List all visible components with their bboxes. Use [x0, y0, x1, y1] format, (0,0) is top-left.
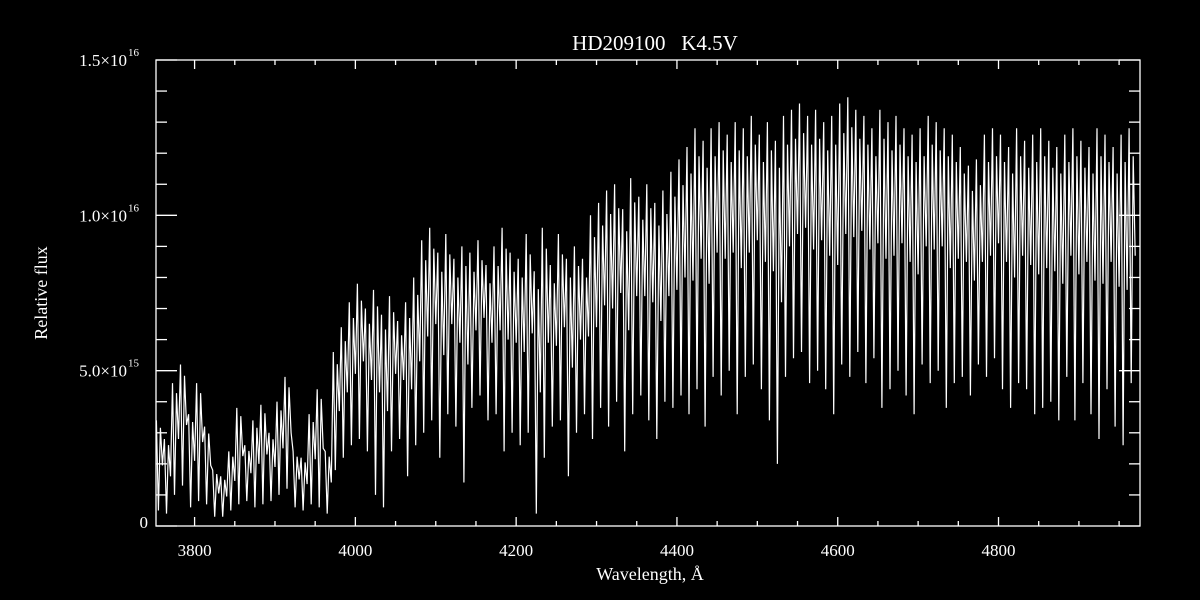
plot-frame	[155, 59, 1141, 527]
x-axis-label: Wavelength, Å	[596, 564, 704, 584]
y-tick-label: 5.0×10	[79, 362, 127, 381]
y-tick-label: 1.5×10	[79, 51, 127, 70]
y-tick-label: 1.0×10	[79, 206, 127, 225]
y-tick-label: 0	[140, 513, 149, 532]
y-tick-exponent: 16	[128, 47, 140, 59]
y-tick-exponent: 16	[128, 202, 140, 214]
x-tick-label: 4400	[660, 541, 694, 560]
x-tick-label: 4600	[821, 541, 855, 560]
x-tick-label: 3800	[178, 541, 212, 560]
y-axis-label: Relative flux	[31, 246, 51, 339]
spectrum-line	[156, 97, 1136, 517]
y-tick-exponent: 15	[128, 358, 140, 370]
x-tick-label: 4800	[982, 541, 1016, 560]
chart-title: HD209100 K4.5V	[572, 31, 738, 55]
x-tick-label: 4000	[338, 541, 372, 560]
x-tick-label: 4200	[499, 541, 533, 560]
spectrum-layer	[156, 97, 1136, 517]
